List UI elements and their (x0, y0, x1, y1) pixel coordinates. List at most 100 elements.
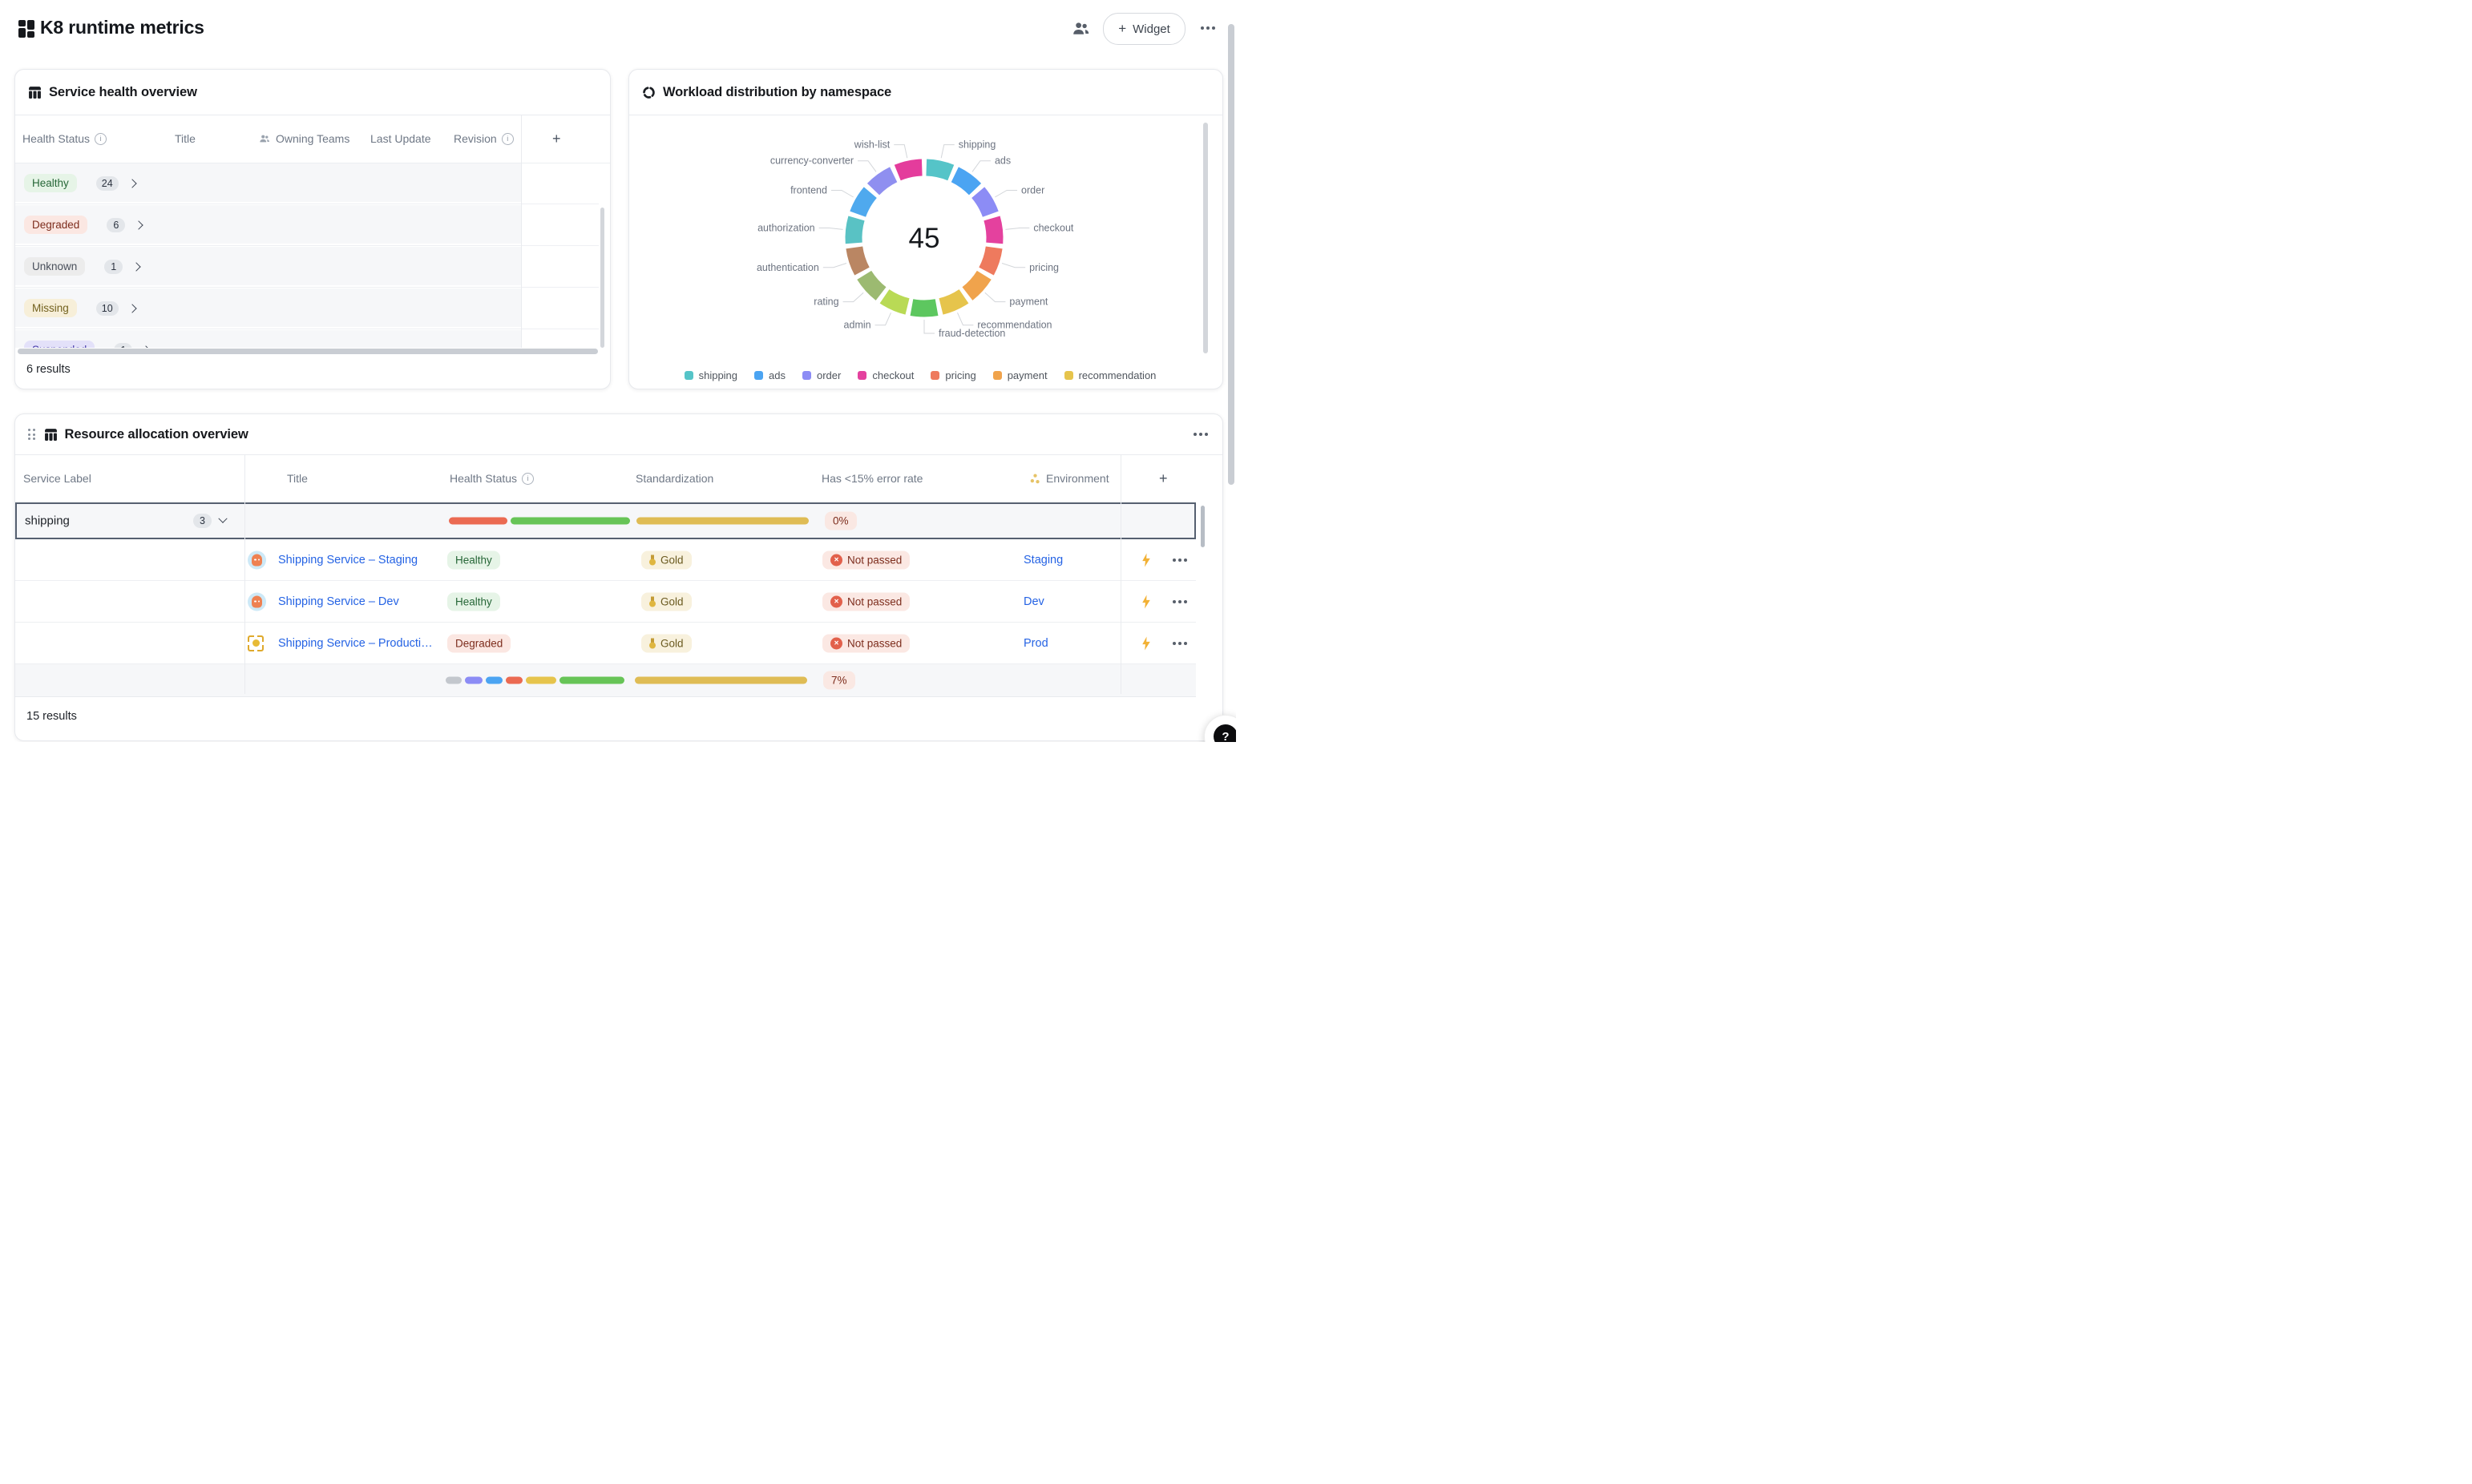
lightning-action-icon[interactable] (1141, 636, 1152, 650)
service-row[interactable]: Shipping Service – DevHealthyGold×Not pa… (15, 581, 1196, 623)
octopus-service-icon (248, 550, 266, 569)
row-menu-button[interactable] (1173, 642, 1187, 645)
service-health-card: Service health overview Health Statusi T… (14, 69, 611, 389)
column-health-status[interactable]: Health Statusi (22, 115, 107, 163)
health-status-badge: Healthy (447, 592, 500, 611)
donut-label-ads: ads (995, 155, 1011, 167)
chevron-down-icon[interactable] (218, 514, 227, 523)
donut-segment-rating[interactable] (864, 275, 881, 293)
environment-link-prod[interactable]: Prod (1024, 637, 1048, 650)
legend-item-payment[interactable]: payment (993, 369, 1048, 381)
error-rate-badge: ×Not passed (822, 550, 910, 569)
health-status-row[interactable]: Healthy24 (15, 163, 599, 204)
page-menu-button[interactable] (1201, 26, 1215, 30)
service-row[interactable]: Shipping Service – Producti…DegradedGold… (15, 623, 1196, 664)
column-title[interactable]: Title (287, 454, 308, 502)
page-scrollbar[interactable] (1228, 24, 1234, 485)
lightning-action-icon[interactable] (1141, 553, 1152, 567)
summary-error-rate-badge: 7% (823, 671, 855, 690)
legend-item-checkout[interactable]: checkout (858, 369, 914, 381)
card-menu-button[interactable] (1194, 433, 1208, 436)
column-environment[interactable]: Environment (1029, 454, 1109, 502)
legend-item-recommendation[interactable]: recommendation (1064, 369, 1157, 381)
medal-icon (649, 596, 656, 607)
donut-segment-authentication[interactable] (854, 248, 862, 272)
service-title-link[interactable]: Shipping Service – Producti… (278, 637, 433, 650)
donut-segment-ads[interactable] (955, 175, 975, 189)
info-icon[interactable]: i (522, 473, 534, 485)
health-bar-segment (446, 677, 462, 684)
health-status-row[interactable]: Suspended1 (15, 329, 599, 348)
chevron-right-icon[interactable] (142, 345, 151, 348)
question-mark-icon: ? (1214, 724, 1236, 742)
donut-segment-admin[interactable] (885, 296, 907, 307)
chevron-right-icon[interactable] (127, 179, 136, 188)
column-service-label[interactable]: Service Label (23, 454, 91, 502)
label-line (941, 145, 955, 159)
chevron-right-icon[interactable] (127, 304, 136, 313)
health-status-row[interactable]: Degraded6 (15, 204, 599, 246)
donut-segment-payment[interactable] (967, 275, 984, 293)
health-status-badge: Degraded (24, 216, 87, 234)
label-line (1002, 264, 1025, 268)
donut-segment-order[interactable] (978, 192, 991, 214)
resource-vertical-scrollbar[interactable] (1201, 506, 1205, 547)
share-users-icon[interactable] (1072, 19, 1090, 38)
service-row[interactable]: Shipping Service – StagingHealthyGold×No… (15, 539, 1196, 581)
environment-link-staging[interactable]: Staging (1024, 554, 1063, 567)
donut-segment-pricing[interactable] (987, 248, 995, 272)
label-line (985, 292, 1006, 301)
standardization-badge: Gold (641, 634, 692, 652)
health-status-row[interactable]: Missing10 (15, 288, 599, 329)
donut-segment-shipping[interactable] (927, 167, 951, 172)
add-column-button[interactable]: + (1159, 454, 1168, 502)
donut-label-pricing: pricing (1029, 262, 1059, 273)
chart-vertical-scrollbar[interactable] (1203, 123, 1208, 353)
workload-donut-chart: shippingadsordercheckoutpricingpaymentre… (629, 116, 1222, 366)
drag-handle-icon[interactable] (28, 429, 35, 440)
donut-segment-authorization[interactable] (854, 218, 856, 243)
chevron-right-icon[interactable] (135, 220, 143, 229)
health-vertical-scrollbar[interactable] (600, 208, 604, 348)
legend-item-pricing[interactable]: pricing (931, 369, 975, 381)
donut-segment-wish-list[interactable] (898, 167, 922, 172)
row-menu-button[interactable] (1173, 559, 1187, 562)
health-status-row[interactable]: Unknown1 (15, 246, 599, 288)
donut-segment-recommendation[interactable] (941, 296, 963, 307)
service-title-link[interactable]: Shipping Service – Dev (278, 595, 399, 608)
info-icon[interactable]: i (95, 133, 107, 145)
donut-segment-frontend[interactable] (858, 192, 870, 214)
column-title[interactable]: Title (175, 115, 196, 163)
donut-label-payment: payment (1009, 296, 1048, 308)
page-title: K8 runtime metrics (40, 17, 204, 38)
group-standardization-bar (636, 518, 809, 525)
column-owning-teams[interactable]: Owning Teams (258, 115, 349, 163)
legend-item-shipping[interactable]: shipping (685, 369, 737, 381)
info-icon[interactable]: i (502, 133, 514, 145)
add-column-button[interactable]: + (552, 115, 561, 163)
legend-swatch (1064, 371, 1073, 380)
column-health-status[interactable]: Health Statusi (450, 454, 534, 502)
service-group-row-shipping[interactable]: shipping30% (15, 502, 1196, 539)
table-icon (28, 86, 42, 99)
donut-segment-checkout[interactable] (992, 218, 995, 243)
legend-swatch (685, 371, 693, 380)
legend-item-ads[interactable]: ads (754, 369, 786, 381)
chevron-right-icon[interactable] (132, 262, 141, 271)
column-error-rate[interactable]: Has <15% error rate (822, 454, 923, 502)
donut-label-authentication: authentication (757, 262, 819, 273)
legend-item-order[interactable]: order (802, 369, 841, 381)
dashboard-page: K8 runtime metrics + Widget Service heal… (0, 0, 1236, 742)
service-title-link[interactable]: Shipping Service – Staging (278, 554, 418, 567)
column-standardization[interactable]: Standardization (636, 454, 713, 502)
column-revision[interactable]: Revisioni (454, 115, 514, 163)
environment-link-dev[interactable]: Dev (1024, 595, 1044, 608)
lightning-action-icon[interactable] (1141, 595, 1152, 608)
column-last-update[interactable]: Last Update (370, 115, 431, 163)
add-widget-button[interactable]: + Widget (1103, 13, 1186, 45)
donut-segment-currency-converter[interactable] (873, 175, 893, 189)
label-line (843, 292, 864, 301)
health-horizontal-scrollbar[interactable] (18, 349, 598, 354)
row-menu-button[interactable] (1173, 600, 1187, 603)
count-badge: 10 (96, 301, 119, 316)
